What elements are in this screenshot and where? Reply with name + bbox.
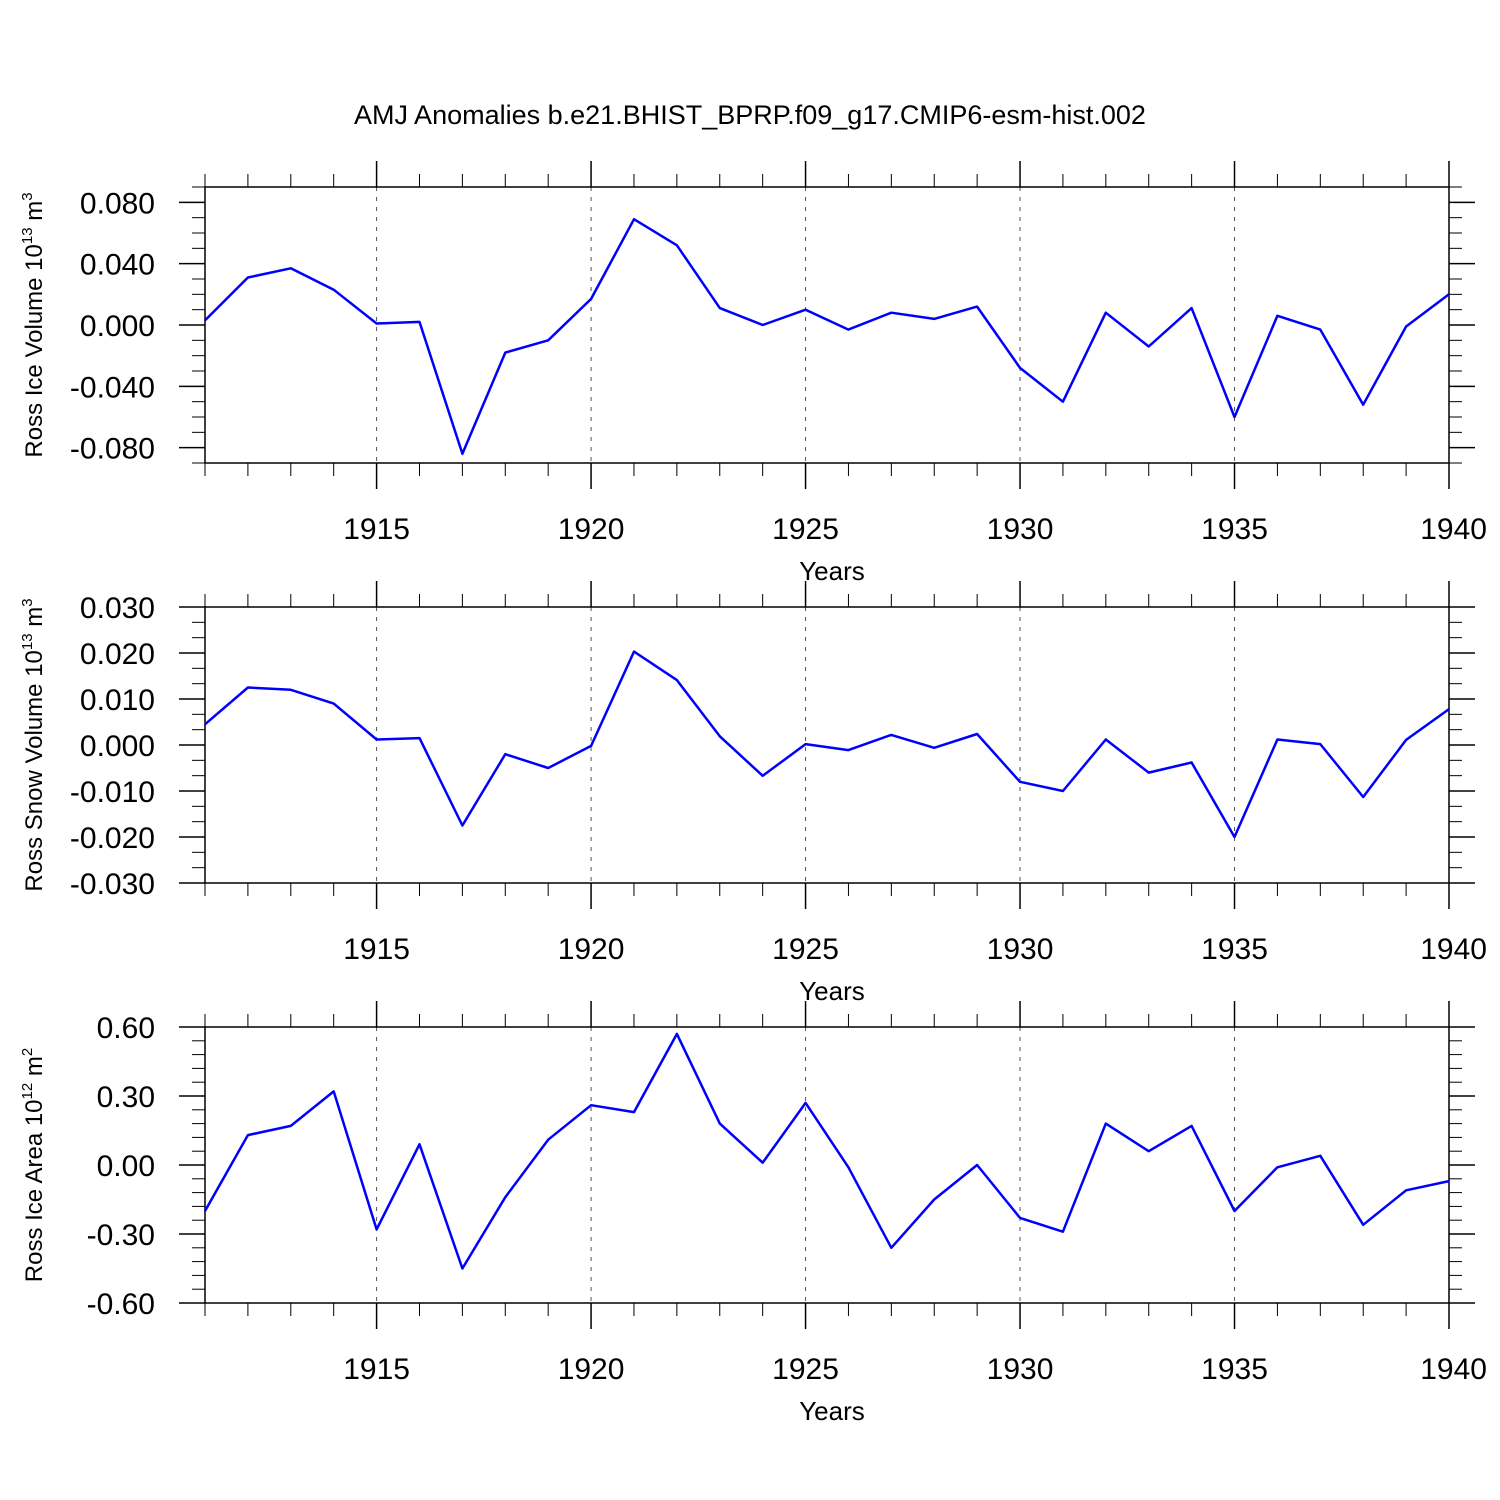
- y-tick-label: -0.020: [70, 822, 155, 855]
- x-tick-label: 1940: [1420, 513, 1487, 546]
- y-tick-label: 0.000: [80, 310, 155, 343]
- x-tick-label: 1920: [558, 513, 625, 546]
- y-tick-label: 0.010: [80, 684, 155, 717]
- y-tick-label: -0.30: [87, 1219, 155, 1252]
- chart-panel-2: -0.030 -0.020 -0.010 0.000 0.010 0.020 0.030 19…: [19, 581, 1487, 1006]
- x-tick-label: 1930: [987, 1353, 1054, 1386]
- plot-frame: [204, 1026, 1450, 1304]
- y-axis-label: Ross Snow Volume 1013 m3: [19, 598, 48, 891]
- x-tick-label: 1915: [343, 933, 410, 966]
- plot-frame: [204, 606, 1450, 884]
- y-tick-label: 0.040: [80, 249, 155, 282]
- x-tick-label: 1915: [343, 513, 410, 546]
- x-tick-label: 1925: [772, 933, 839, 966]
- x-tick-label: 1935: [1201, 513, 1268, 546]
- series-line: [204, 650, 1450, 839]
- y-tick-label: 0.30: [97, 1081, 155, 1114]
- x-tick-label: 1915: [343, 1353, 410, 1386]
- chart-panel-1: -0.080 -0.040 0.000 0.040 0.080 1915 1920 1925 1…: [19, 161, 1487, 586]
- y-tick-label: -0.60: [87, 1288, 155, 1321]
- chart-panels: -0.080 -0.040 0.000 0.040 0.080 1915 1920 1925 1…: [19, 161, 1487, 1426]
- y-axis-label: Ross Ice Volume 1013 m3: [19, 192, 48, 457]
- y-tick-label: -0.010: [70, 776, 155, 809]
- x-tick-label: 1920: [558, 933, 625, 966]
- y-tick-label: 0.030: [80, 592, 155, 625]
- plot-frame: [204, 186, 1450, 464]
- x-tick-label: 1925: [772, 513, 839, 546]
- figure-title: AMJ Anomalies b.e21.BHIST_BPRP.f09_g17.C…: [354, 100, 1146, 130]
- chart-panel-3: -0.60 -0.30 0.00 0.30 0.60 1915 1920 1925 1930 19…: [19, 1001, 1487, 1426]
- x-tick-label: 1935: [1201, 1353, 1268, 1386]
- x-axis-label: Years: [799, 1396, 865, 1426]
- x-tick-label: 1920: [558, 1353, 625, 1386]
- y-tick-label: -0.080: [70, 433, 155, 466]
- x-tick-label: 1940: [1420, 933, 1487, 966]
- x-axis-label: Years: [799, 556, 865, 586]
- x-tick-label: 1935: [1201, 933, 1268, 966]
- x-tick-label: 1930: [987, 513, 1054, 546]
- x-tick-label: 1925: [772, 1353, 839, 1386]
- x-tick-label: 1940: [1420, 1353, 1487, 1386]
- x-tick-label: 1930: [987, 933, 1054, 966]
- y-tick-label: 0.000: [80, 730, 155, 763]
- y-tick-label: -0.030: [70, 868, 155, 901]
- y-axis-label: Ross Ice Area 1012 m2: [19, 1048, 48, 1282]
- y-tick-label: -0.040: [70, 371, 155, 404]
- y-tick-label: 0.020: [80, 638, 155, 671]
- series-line: [203, 1032, 1450, 1270]
- series-line: [204, 217, 1450, 456]
- y-tick-label: 0.080: [80, 187, 155, 220]
- x-axis-label: Years: [799, 976, 865, 1006]
- y-tick-label: 0.60: [97, 1012, 155, 1045]
- y-tick-label: 0.00: [97, 1150, 155, 1183]
